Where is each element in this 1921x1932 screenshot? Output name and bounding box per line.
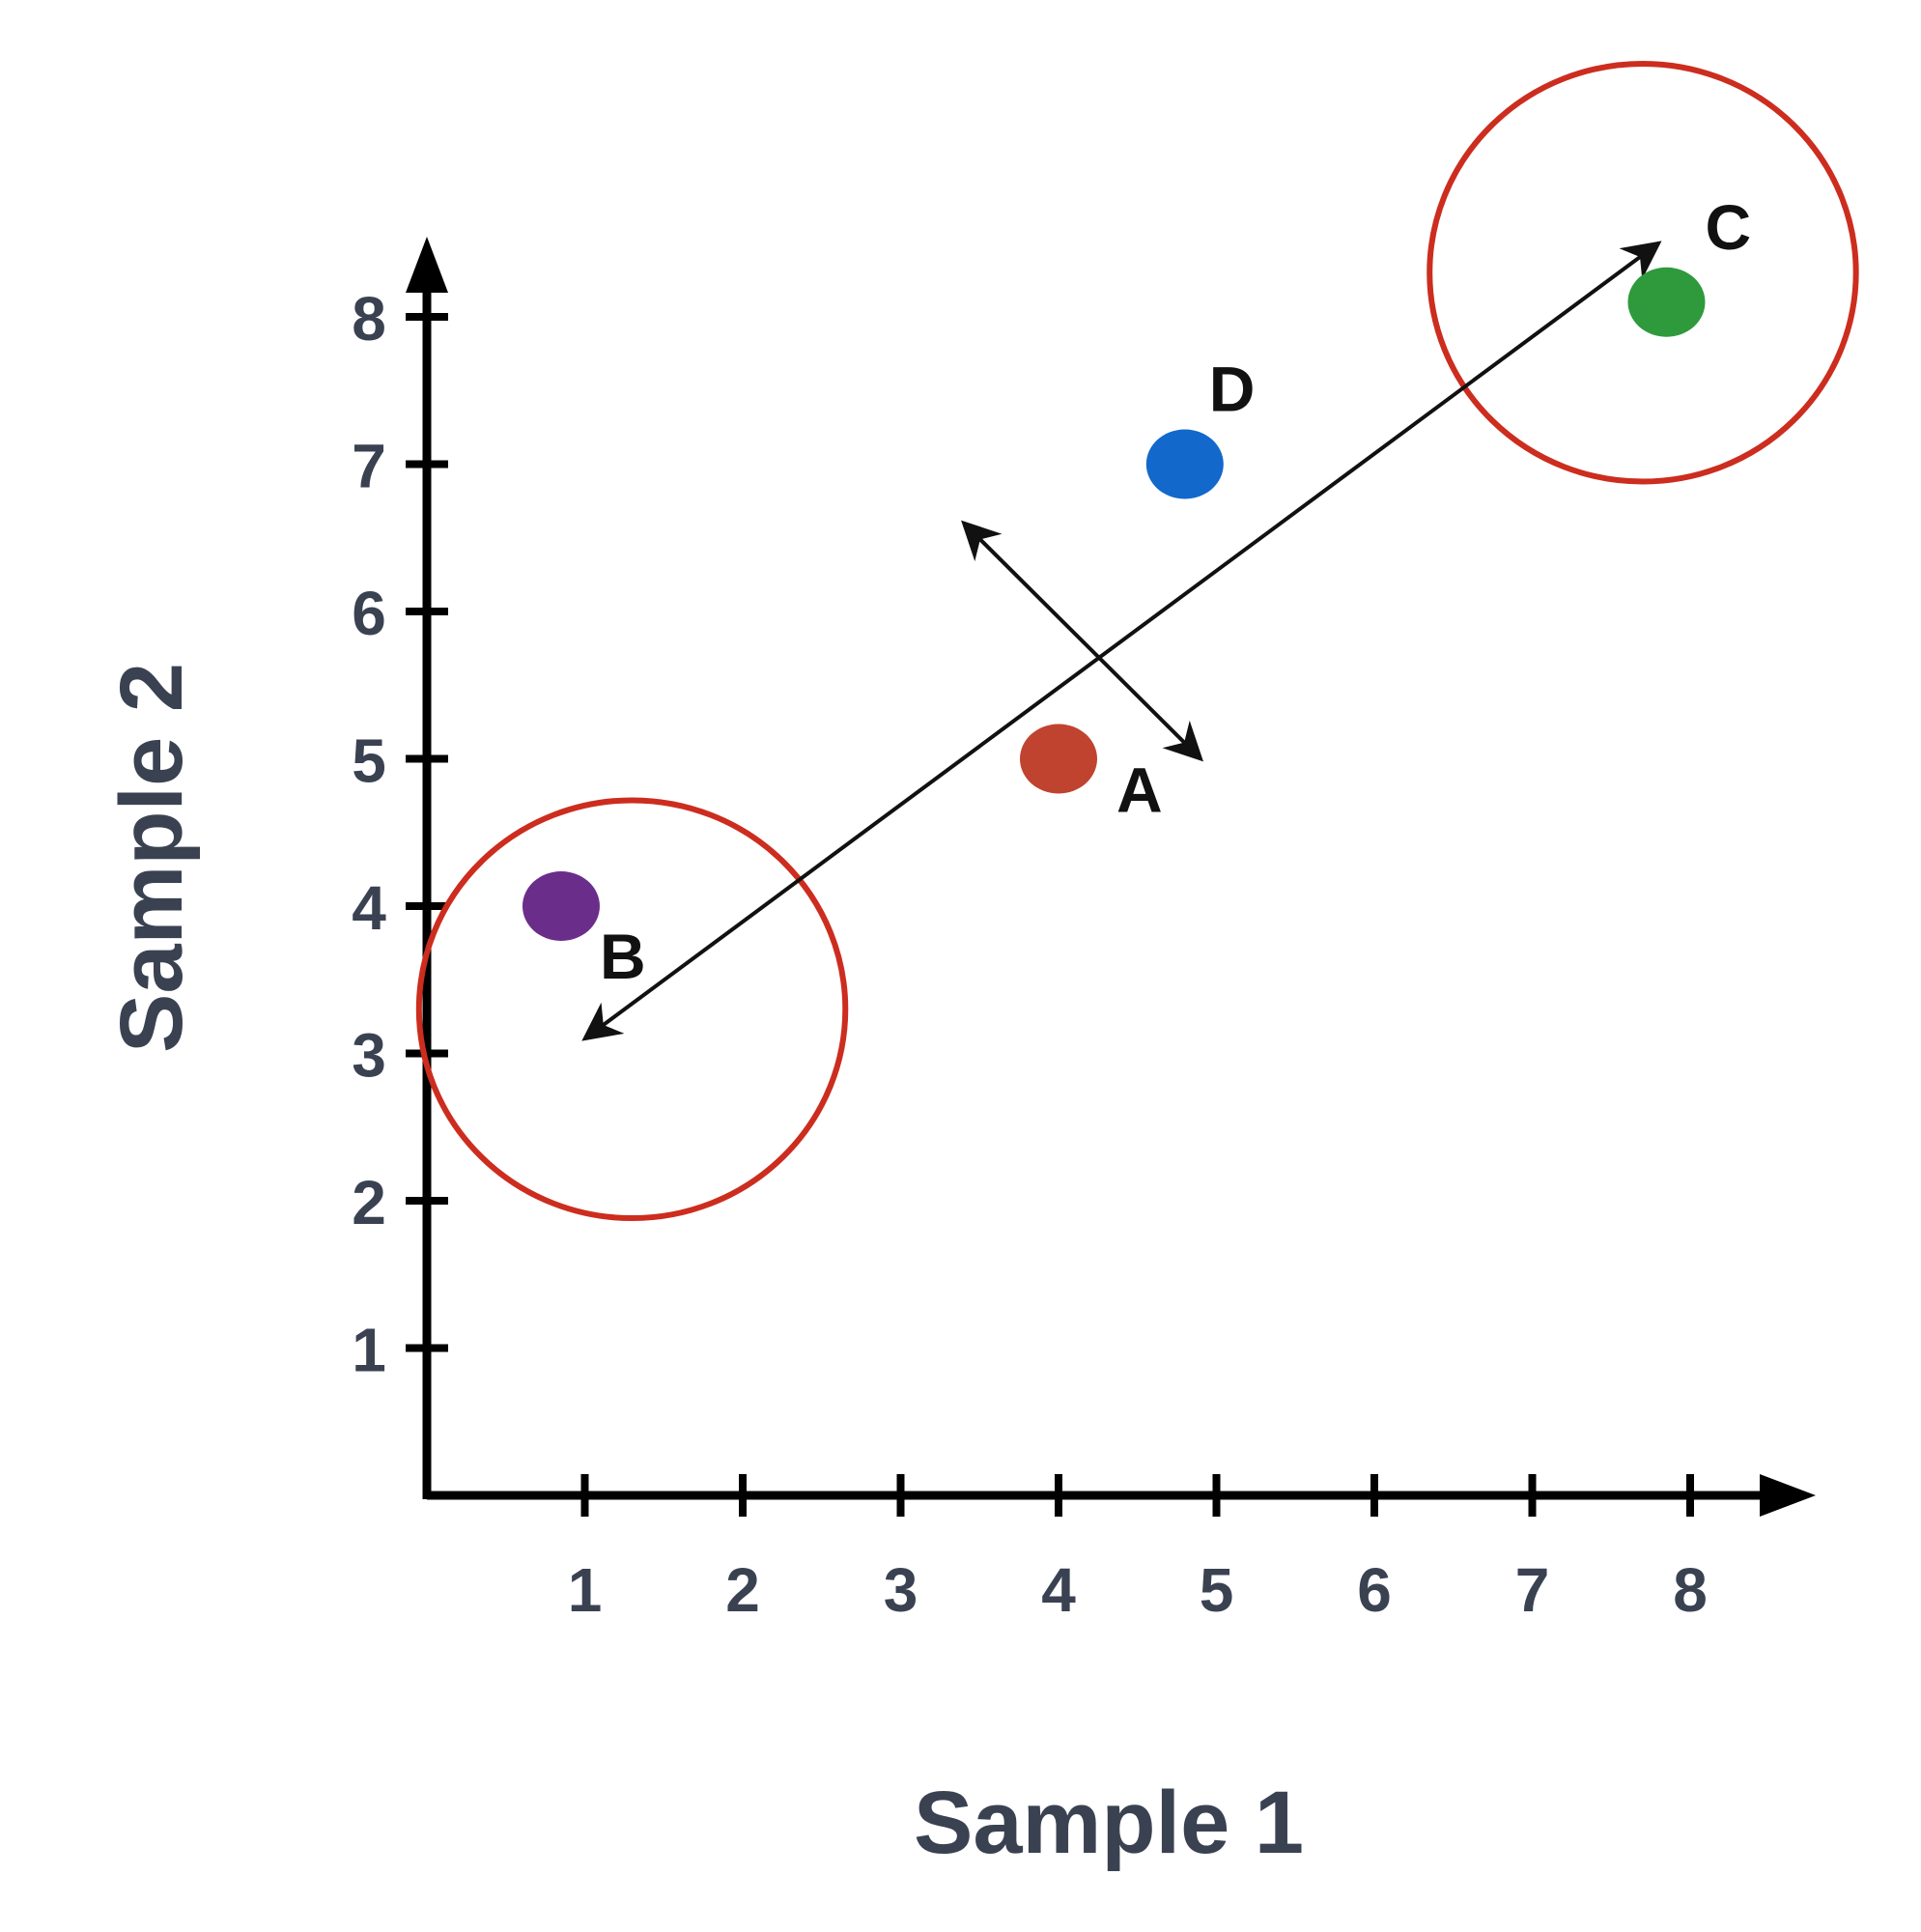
data-point-b [522,871,600,941]
axes [406,237,1816,1517]
x-tick-label: 2 [725,1555,760,1625]
y-tick-label: 5 [352,726,386,796]
x-tick-label: 6 [1357,1555,1392,1625]
x-tick-label: 7 [1515,1555,1550,1625]
y-tick-label: 8 [352,284,386,354]
y-axis-arrowhead [406,237,448,293]
highlight-circle [415,797,849,1222]
data-point-c [1627,267,1706,337]
y-tick-label: 2 [352,1168,386,1237]
point-label-a: A [1116,754,1163,826]
point-label-b: B [600,921,646,992]
y-tick-label: 4 [352,873,386,943]
y-tick-label: 1 [352,1316,386,1385]
x-tick-label: 1 [568,1555,603,1625]
highlight-circle [1427,60,1859,485]
direction-arrows [581,241,1662,1041]
y-tick-label: 6 [352,579,386,648]
x-axis-title: Sample 1 [914,1774,1304,1872]
orthogonal-axis-arrow [961,520,1203,762]
point-label-c: C [1705,191,1751,263]
x-tick-label: 4 [1041,1555,1076,1625]
point-label-d: D [1209,354,1256,425]
x-tick-label: 8 [1673,1555,1708,1625]
data-point-a [1020,724,1097,794]
x-axis-arrowhead [1760,1474,1816,1517]
x-tick-label: 3 [884,1555,918,1625]
tick-labels: 1 2 3 4 5 6 7 8 1 2 3 4 5 6 7 8 [352,284,1708,1625]
highlight-circles [415,60,1859,1222]
data-points: A B C D [522,191,1751,992]
y-tick-label: 7 [352,432,386,501]
data-point-d [1145,429,1224,499]
y-tick-label: 3 [352,1021,386,1091]
x-tick-label: 5 [1200,1555,1234,1625]
principal-axis-arrow [581,241,1662,1041]
y-axis-title: Sample 2 [102,663,201,1053]
